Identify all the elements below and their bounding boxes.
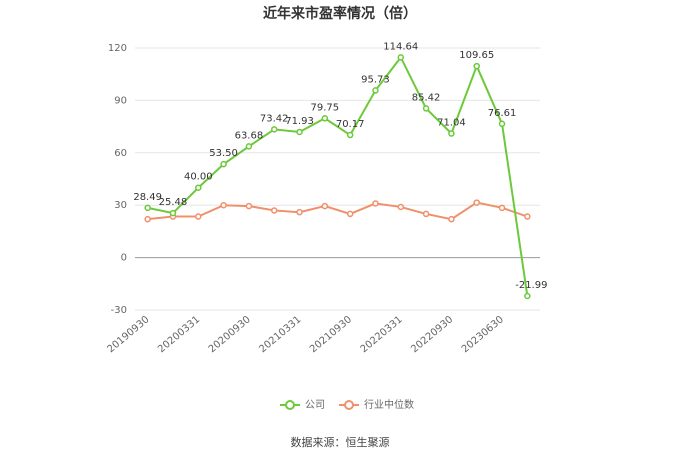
data-point [397,203,405,211]
legend-label: 行业中位数 [364,398,414,411]
data-label: 53.50 [209,148,238,159]
data-point [524,292,531,300]
data-label: 95.73 [361,74,390,85]
data-label: 76.61 [488,108,517,119]
x-tick-label: 20220331 [359,314,405,355]
data-point [372,200,379,207]
x-tick-label: 20200331 [156,314,202,355]
data-point [397,54,405,61]
data-label: -21.99 [515,280,547,291]
data-point [346,131,354,139]
legend-marker [344,400,354,410]
legend-label: 公司 [305,400,325,411]
data-point [296,208,303,216]
data-point [270,126,278,133]
legend-marker [285,400,295,410]
data-point [144,215,151,223]
data-label: 85.42 [412,92,441,103]
data-label: 40.00 [184,172,213,183]
data-label: 71.93 [285,116,314,127]
data-label: 25.48 [159,197,188,208]
data-point [220,160,227,168]
series-line [147,55,529,297]
data-label: 114.64 [383,41,418,52]
data-point [270,207,278,214]
x-tick-label: 20190930 [105,314,151,355]
data-label: 79.75 [311,102,340,113]
y-tick-label: -30 [111,305,127,316]
x-tick-label: 20220930 [409,314,455,355]
data-point [195,184,202,191]
source-note: 数据来源：恒生聚源 [291,435,390,449]
data-point [144,204,151,212]
data-point [195,213,202,220]
y-tick-label: 60 [114,148,127,159]
data-point [498,120,506,128]
data-point [372,87,379,94]
y-tick-label: 30 [114,200,127,211]
x-tick-label: 20230630 [460,314,506,355]
y-tick-label: 90 [114,95,127,106]
data-label: 63.68 [235,130,264,141]
data-point [245,202,253,210]
series-line [147,201,528,221]
data-label: 73.42 [260,113,289,124]
y-tick-label: 120 [108,43,127,54]
data-point [220,201,227,209]
data-point [346,210,354,218]
y-tick-label: 0 [121,253,127,264]
data-point [245,143,253,150]
data-point [473,62,480,70]
data-point [169,209,177,217]
x-tick-label: 20210930 [308,314,354,355]
data-label: 28.49 [133,192,162,203]
data-point [296,128,303,136]
data-point [524,213,531,220]
data-label: 109.65 [459,50,494,61]
data-label: 70.17 [336,119,365,130]
data-point [422,210,430,218]
data-point [448,215,455,223]
data-point [473,199,480,206]
data-label: 71.04 [437,118,466,129]
data-point [448,130,455,137]
data-point [422,105,430,112]
x-tick-label: 20210331 [257,314,303,355]
x-tick-label: 20200930 [207,314,253,355]
data-point [321,202,329,210]
chart-title: 近年来市盈率情况（倍） [263,5,417,22]
data-point [498,204,506,212]
data-point [321,115,329,122]
